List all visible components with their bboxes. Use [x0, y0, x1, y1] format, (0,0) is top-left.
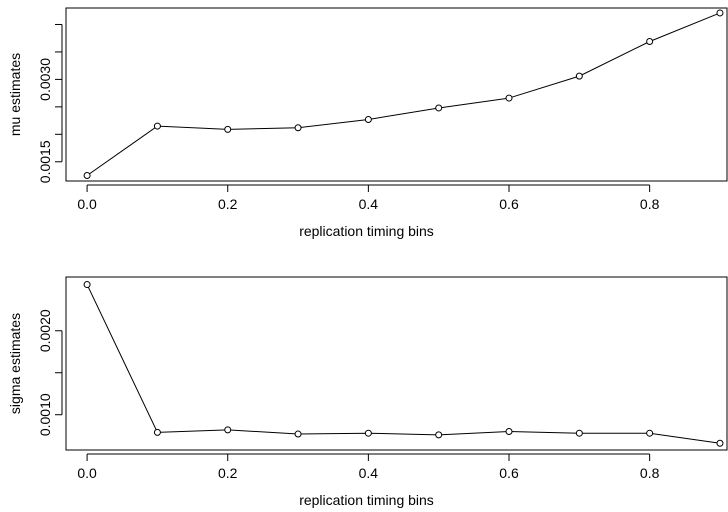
mu-x-tick-label: 0.0	[77, 196, 97, 212]
mu-data-point	[83, 172, 91, 180]
mu-data-point	[224, 125, 232, 133]
mu-y-axis-title: mu estimates	[7, 53, 23, 136]
mu-data-point	[364, 115, 372, 123]
mu-data-point	[646, 38, 654, 46]
sigma-data-point	[83, 281, 91, 289]
mu-data-point	[716, 9, 724, 17]
sigma-x-tick-label: 0.4	[359, 465, 379, 481]
mu-data-point	[575, 72, 583, 80]
sigma-data-point	[435, 431, 443, 439]
mu-data-point	[294, 124, 302, 132]
mu-x-tick-label: 0.6	[499, 196, 519, 212]
sigma-data-point	[505, 428, 513, 436]
sigma-x-tick-label: 0.6	[499, 465, 519, 481]
sigma-x-tick-label: 0.2	[218, 465, 238, 481]
sigma-x-tick-label: 0.8	[640, 465, 660, 481]
mu-data-point	[153, 122, 161, 130]
sigma-data-point	[716, 439, 724, 447]
mu-series-line	[86, 12, 721, 176]
mu-x-tick-label: 0.4	[359, 196, 379, 212]
sigma-data-point	[646, 429, 654, 437]
sigma-data-point	[153, 428, 161, 436]
sigma-data-point	[364, 429, 372, 437]
mu-data-point	[435, 104, 443, 112]
sigma-data-point	[575, 429, 583, 437]
sigma-y-tick-label: 0.0010	[37, 393, 53, 436]
sigma-y-tick-label: 0.0020	[37, 309, 53, 352]
sigma-data-point	[224, 426, 232, 434]
sigma-data-point	[294, 430, 302, 438]
mu-data-point	[505, 94, 513, 102]
mu-plot-frame	[65, 7, 728, 182]
mu-x-axis-title: replication timing bins	[299, 223, 434, 239]
mu-y-tick-label: 0.0015	[37, 140, 53, 183]
sigma-x-tick-label: 0.0	[77, 465, 97, 481]
mu-x-tick-label: 0.2	[218, 196, 238, 212]
sigma-series-line	[86, 284, 721, 444]
sigma-panel: 0.0 0.2 0.4 0.6 0.8 0.0010 0.0020 replication t…	[7, 276, 728, 508]
sigma-y-axis-title: sigma estimates	[7, 313, 23, 414]
mu-x-tick-label: 0.8	[640, 196, 660, 212]
mu-panel: 0.0 0.2 0.4 0.6 0.8 0.0015 0.0030 replication t…	[7, 7, 728, 239]
mu-y-tick-label: 0.0030	[37, 58, 53, 101]
sigma-x-axis-title: replication timing bins	[299, 492, 434, 508]
sigma-plot-frame	[65, 276, 728, 451]
